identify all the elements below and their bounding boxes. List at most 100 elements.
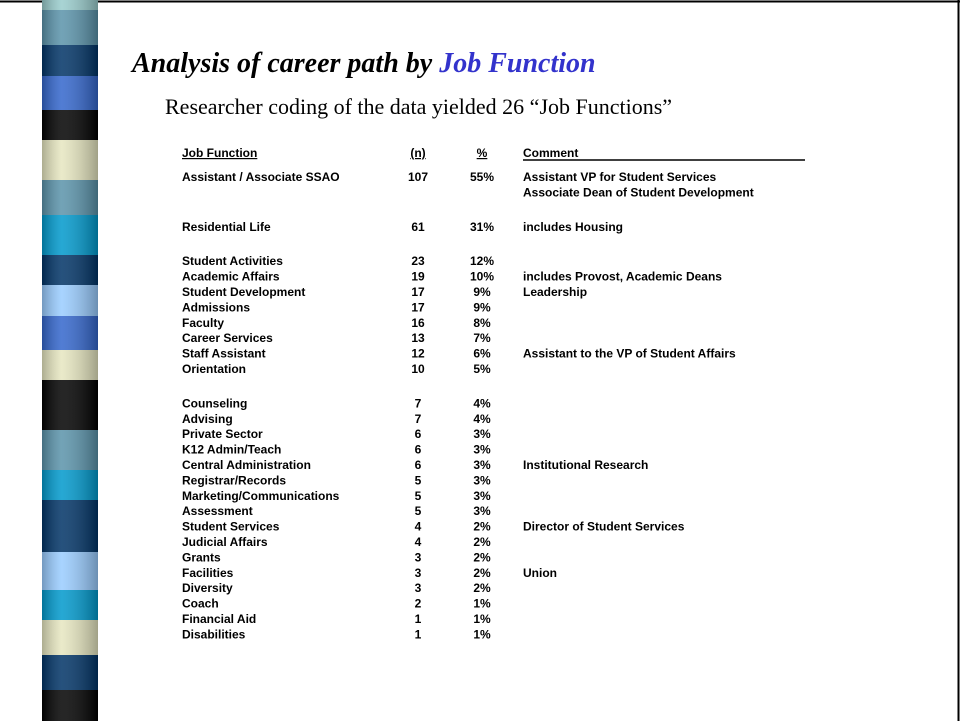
cell-comment: Assistant VP for Student Services	[523, 170, 717, 184]
cell-comment: includes Housing	[523, 220, 623, 234]
title: Analysis of career path by Job Function	[130, 48, 596, 79]
cell-n: 10	[411, 362, 425, 376]
cell-function: Private Sector	[182, 427, 263, 441]
cell-n: 12	[411, 347, 425, 361]
cell-function: Central Administration	[182, 458, 311, 472]
cell-comment: Director of Student Services	[523, 520, 685, 534]
cell-comment: Assistant to the VP of Student Affairs	[523, 347, 736, 361]
column-header: %	[477, 146, 488, 160]
cell-function: Residential Life	[182, 220, 271, 234]
cell-function: Student Development	[182, 285, 305, 299]
cell-pct: 31%	[470, 220, 494, 234]
title-lead: Analysis of career path by	[130, 48, 433, 79]
cell-n: 4	[415, 520, 422, 534]
column-header: (n)	[410, 146, 425, 160]
cell-pct: 3%	[473, 504, 491, 518]
cell-n: 3	[415, 581, 422, 595]
cell-n: 107	[408, 170, 428, 184]
cell-n: 2	[415, 597, 422, 611]
cell-comment: Institutional Research	[523, 458, 648, 472]
cell-function: Facilities	[182, 566, 234, 580]
cell-function: Coach	[182, 597, 219, 611]
cell-function: Registrar/Records	[182, 473, 286, 487]
cell-n: 7	[415, 396, 422, 410]
cell-n: 17	[411, 285, 425, 299]
table: Job Function (n)% Comment Assistant / Assoc…	[182, 146, 805, 641]
cell-function: Staff Assistant	[182, 347, 266, 361]
cell-function: Advising	[182, 412, 233, 426]
cell-pct: 10%	[470, 270, 494, 284]
cell-pct: 3%	[473, 443, 491, 457]
cell-function: Admissions	[182, 300, 250, 314]
cell-function: Marketing/Communications	[182, 489, 340, 503]
cell-function: Academic Affairs	[182, 270, 280, 284]
cell-function: Orientation	[182, 362, 246, 376]
cell-pct: 9%	[473, 285, 491, 299]
cell-n: 17	[411, 300, 425, 314]
cell-comment: Leadership	[523, 285, 587, 299]
cell-pct: 1%	[473, 597, 491, 611]
cell-n: 6	[415, 443, 422, 457]
cell-pct: 6%	[473, 347, 491, 361]
cell-n: 4	[415, 535, 422, 549]
cell-comment: includes Provost, Academic Deans	[523, 270, 722, 284]
cell-n: 13	[411, 331, 425, 345]
cell-pct: 55%	[470, 170, 494, 184]
cell-pct: 2%	[473, 535, 491, 549]
cell-function: Student Services	[182, 520, 280, 534]
cell-pct: 1%	[473, 612, 491, 626]
cell-pct: 2%	[473, 566, 491, 580]
cell-pct: 4%	[473, 396, 491, 410]
cell-n: 19	[411, 270, 425, 284]
cell-pct: 2%	[473, 581, 491, 595]
cell-pct: 2%	[473, 550, 491, 564]
cell-pct: 3%	[473, 458, 491, 472]
column-header: Job Function	[182, 146, 257, 160]
cell-function: Diversity	[182, 581, 233, 595]
cell-n: 7	[415, 412, 422, 426]
cell-n: 23	[411, 254, 425, 268]
cell-n: 5	[415, 504, 422, 518]
cell-function: Assessment	[182, 504, 253, 518]
cell-n: 1	[415, 627, 422, 641]
cell-n: 5	[415, 473, 422, 487]
cell-n: 16	[411, 316, 425, 330]
column-header: Comment	[523, 146, 578, 160]
cell-pct: 5%	[473, 362, 491, 376]
cell-function: Financial Aid	[182, 612, 256, 626]
cell-function: Disabilities	[182, 627, 246, 641]
cell-pct: 7%	[473, 331, 491, 345]
cell-function: Judicial Affairs	[182, 535, 268, 549]
cell-pct: 8%	[473, 316, 491, 330]
cell-pct: 3%	[473, 427, 491, 441]
cell-n: 1	[415, 612, 422, 626]
cell-pct: 12%	[470, 254, 494, 268]
cell-comment: Union	[523, 566, 557, 580]
cell-n: 5	[415, 489, 422, 503]
decor-stripe	[42, 0, 98, 721]
cell-function: Assistant / Associate SSAO	[182, 170, 340, 184]
cell-function: Counseling	[182, 396, 247, 410]
cell-pct: 3%	[473, 473, 491, 487]
cell-n: 3	[415, 566, 422, 580]
title-highlight: Job Function	[438, 48, 595, 79]
cell-n: 6	[415, 427, 422, 441]
cell-comment: Associate Dean of Student Development	[523, 185, 754, 199]
cell-n: 6	[415, 458, 422, 472]
cell-pct: 1%	[473, 627, 491, 641]
cell-function: Grants	[182, 550, 221, 564]
cell-n: 61	[411, 220, 425, 234]
cell-function: Student Activities	[182, 254, 283, 268]
stripe-shade	[42, 0, 98, 721]
cell-function: Career Services	[182, 331, 273, 345]
subtitle: Researcher coding of the data yielded 26…	[165, 94, 672, 119]
cell-pct: 9%	[473, 300, 491, 314]
cell-pct: 3%	[473, 489, 491, 503]
cell-pct: 2%	[473, 520, 491, 534]
cell-pct: 4%	[473, 412, 491, 426]
cell-function: Faculty	[182, 316, 224, 330]
cell-n: 3	[415, 550, 422, 564]
cell-function: K12 Admin/Teach	[182, 443, 281, 457]
